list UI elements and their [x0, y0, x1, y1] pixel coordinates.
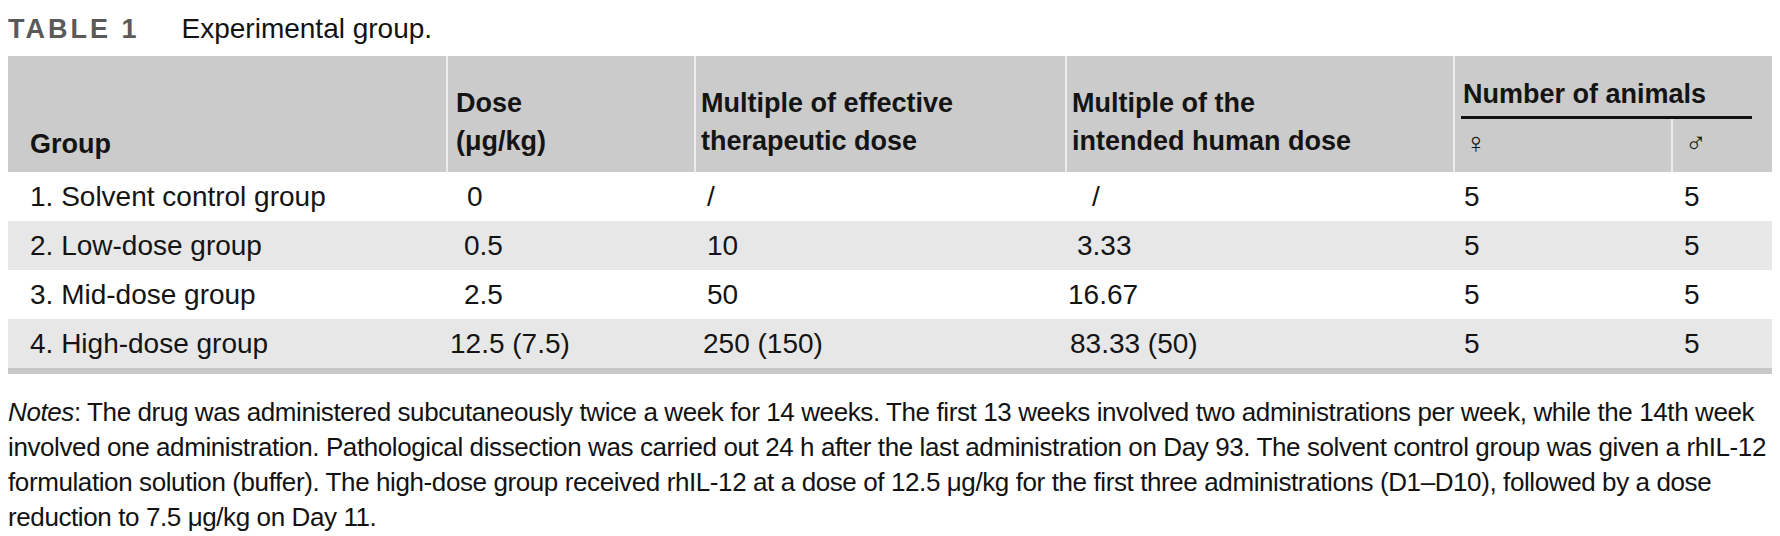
column-header-moh-line1: Multiple of the: [1072, 84, 1453, 122]
cell-multiple-human: 83.33 (50): [1066, 319, 1454, 371]
table-body: 1. Solvent control group 0 / / 5 5 2. Lo…: [8, 172, 1772, 371]
cell-multiple-effective: 50: [695, 270, 1066, 319]
table-number-label: TABLE 1: [8, 14, 140, 44]
cell-group: 3. Mid-dose group: [8, 270, 447, 319]
cell-dose: 12.5 (7.5): [447, 319, 695, 371]
cell-dose: 2.5: [447, 270, 695, 319]
table-row-high-dose: 4. High-dose group 12.5 (7.5) 250 (150) …: [8, 319, 1772, 371]
cell-multiple-effective: 10: [695, 221, 1066, 270]
table-title-row: TABLE 1 Experimental group.: [8, 0, 1772, 46]
cell-dose: 0: [447, 172, 695, 221]
cell-multiple-effective: /: [695, 172, 1066, 221]
cell-male-count: 5: [1672, 270, 1772, 319]
cell-female-count: 5: [1454, 221, 1672, 270]
table-row-mid-dose: 3. Mid-dose group 2.5 50 16.67 5 5: [8, 270, 1772, 319]
cell-male-count: 5: [1672, 221, 1772, 270]
column-header-dose: Dose (μg/kg): [447, 56, 695, 172]
table-row-solvent-control: 1. Solvent control group 0 / / 5 5: [8, 172, 1772, 221]
column-header-male: ♂: [1672, 119, 1772, 172]
column-header-moe-line1: Multiple of effective: [701, 84, 1065, 122]
cell-multiple-effective: 250 (150): [695, 319, 1066, 371]
column-header-moe-line2: therapeutic dose: [701, 122, 1065, 160]
table-header: Group Dose (μg/kg) Multiple of effective…: [8, 56, 1772, 172]
column-header-multiple-human: Multiple of the intended human dose: [1066, 56, 1454, 172]
column-header-dose-line2: (μg/kg): [456, 122, 694, 160]
column-header-number-of-animals: Number of animals: [1454, 56, 1772, 119]
cell-multiple-human: /: [1066, 172, 1454, 221]
notes-label: Notes: [8, 397, 74, 427]
number-of-animals-underlined-box: Number of animals: [1461, 79, 1752, 119]
cell-female-count: 5: [1454, 172, 1672, 221]
female-icon: ♀: [1465, 127, 1487, 159]
cell-group: 2. Low-dose group: [8, 221, 447, 270]
notes-text: : The drug was administered subcutaneous…: [8, 397, 1766, 532]
cell-group: 4. High-dose group: [8, 319, 447, 371]
cell-group: 1. Solvent control group: [8, 172, 447, 221]
table-caption: Experimental group.: [182, 13, 433, 44]
experimental-group-table: Group Dose (μg/kg) Multiple of effective…: [8, 56, 1772, 374]
table-row-low-dose: 2. Low-dose group 0.5 10 3.33 5 5: [8, 221, 1772, 270]
cell-male-count: 5: [1672, 172, 1772, 221]
cell-female-count: 5: [1454, 270, 1672, 319]
cell-female-count: 5: [1454, 319, 1672, 371]
column-header-dose-line1: Dose: [456, 84, 694, 122]
cell-male-count: 5: [1672, 319, 1772, 371]
cell-dose: 0.5: [447, 221, 695, 270]
column-header-group: Group: [8, 56, 447, 172]
column-header-moh-line2: intended human dose: [1072, 122, 1453, 160]
column-header-female: ♀: [1454, 119, 1672, 172]
document-page: TABLE 1 Experimental group. Group Dose (μ…: [0, 0, 1780, 535]
male-icon: ♂: [1685, 127, 1707, 159]
cell-multiple-human: 16.67: [1066, 270, 1454, 319]
column-header-multiple-effective: Multiple of effective therapeutic dose: [695, 56, 1066, 172]
cell-multiple-human: 3.33: [1066, 221, 1454, 270]
table-notes: Notes: The drug was administered subcuta…: [8, 395, 1772, 535]
